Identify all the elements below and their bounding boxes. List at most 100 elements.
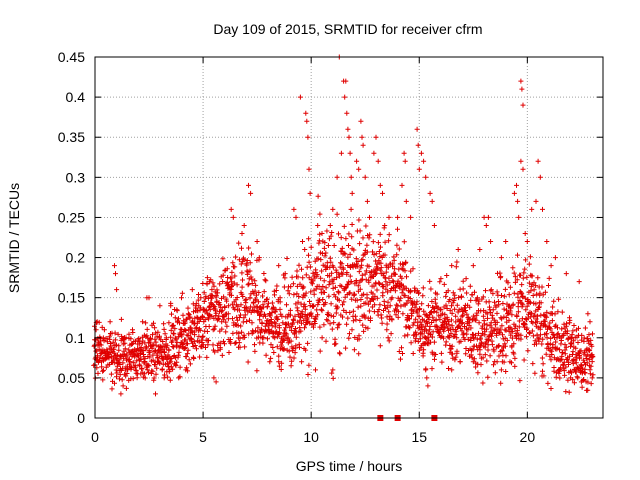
data-point	[386, 232, 392, 238]
data-point	[443, 293, 449, 299]
data-point	[252, 348, 258, 354]
data-point	[197, 354, 203, 360]
data-point	[447, 307, 453, 313]
data-point	[185, 347, 191, 353]
data-point	[245, 282, 251, 288]
data-point	[502, 286, 508, 292]
data-point	[149, 345, 155, 351]
data-point	[219, 352, 225, 358]
data-point	[474, 295, 480, 301]
data-point	[571, 338, 577, 344]
data-point	[94, 319, 100, 325]
data-point	[524, 239, 530, 244]
data-point	[117, 362, 123, 367]
data-point	[327, 321, 333, 327]
data-point	[522, 266, 528, 272]
data-point	[120, 365, 126, 371]
data-point	[372, 302, 378, 308]
data-point	[460, 286, 466, 292]
data-point	[485, 214, 491, 220]
data-point	[123, 335, 129, 341]
data-point	[495, 343, 501, 349]
data-point	[493, 304, 499, 310]
data-point	[423, 323, 429, 329]
data-point	[538, 300, 544, 306]
data-point	[352, 291, 357, 297]
data-point	[229, 292, 234, 298]
data-point	[303, 272, 309, 278]
data-point	[473, 317, 479, 323]
data-point	[179, 331, 185, 337]
data-point	[168, 359, 174, 365]
data-point	[120, 360, 126, 366]
data-point	[159, 367, 165, 373]
data-point	[477, 336, 483, 342]
data-point	[198, 295, 204, 301]
data-point	[529, 273, 535, 279]
data-point	[343, 78, 349, 84]
data-point	[204, 281, 210, 287]
data-point	[311, 303, 317, 309]
data-point	[301, 317, 307, 323]
data-point	[444, 316, 450, 322]
data-point	[442, 324, 448, 330]
data-point	[383, 286, 389, 292]
data-point	[175, 352, 181, 358]
data-point	[254, 239, 260, 244]
data-point	[377, 231, 383, 237]
data-point	[113, 367, 119, 373]
data-point	[356, 351, 362, 357]
data-point	[112, 330, 118, 336]
data-point	[100, 377, 106, 383]
data-point	[413, 329, 419, 335]
data-point	[342, 94, 348, 100]
data-point	[483, 223, 489, 228]
data-point	[360, 142, 366, 148]
data-point	[413, 316, 419, 322]
data-point	[243, 297, 249, 302]
data-point	[571, 380, 577, 386]
data-point	[262, 277, 268, 283]
data-point	[107, 336, 113, 342]
data-point	[534, 291, 540, 297]
data-point	[488, 239, 494, 244]
data-point	[386, 309, 392, 315]
data-point	[305, 372, 311, 377]
data-point	[346, 134, 352, 140]
data-point	[249, 251, 254, 257]
data-point	[565, 356, 570, 362]
data-point	[420, 285, 426, 291]
data-point	[326, 236, 332, 242]
data-point	[489, 330, 495, 336]
data-point	[126, 356, 132, 362]
data-point	[396, 246, 402, 252]
data-point	[237, 315, 243, 320]
data-point	[516, 318, 522, 324]
data-point	[582, 370, 588, 376]
data-point	[533, 301, 539, 307]
data-point	[112, 263, 117, 269]
data-point	[585, 379, 591, 385]
data-point	[264, 296, 270, 302]
data-point	[454, 259, 460, 265]
data-point	[470, 347, 476, 353]
data-point	[415, 339, 421, 344]
data-point	[575, 375, 581, 381]
data-point	[306, 166, 312, 172]
data-point	[237, 335, 243, 341]
data-point	[589, 359, 595, 365]
data-point	[160, 339, 166, 344]
data-point	[577, 354, 583, 360]
data-point	[347, 150, 353, 156]
data-point	[399, 345, 404, 351]
data-point	[554, 331, 560, 337]
data-point	[534, 341, 539, 347]
data-point	[217, 302, 223, 308]
data-point	[526, 330, 532, 335]
data-point	[410, 266, 416, 272]
data-point	[317, 348, 323, 354]
data-point	[429, 366, 435, 372]
data-point	[433, 300, 439, 306]
data-point	[452, 332, 458, 337]
